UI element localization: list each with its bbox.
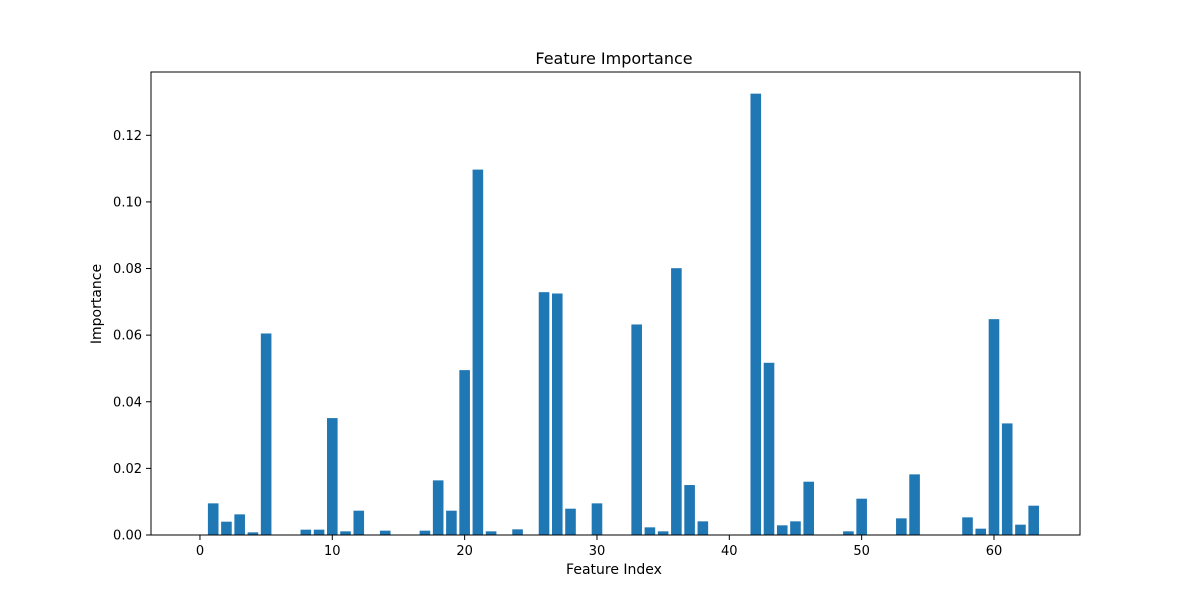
x-tick-label: 20 xyxy=(456,544,473,559)
bar-feature-19 xyxy=(446,510,457,535)
bar-feature-4 xyxy=(247,532,259,535)
bar-feature-54 xyxy=(909,474,920,535)
bar-feature-60 xyxy=(988,319,1000,535)
bar-feature-11 xyxy=(340,531,351,535)
bar-feature-28 xyxy=(565,508,576,535)
bar-feature-5 xyxy=(260,333,272,535)
bar-feature-50 xyxy=(856,498,867,535)
x-tick-label: 30 xyxy=(589,544,606,559)
bar-feature-62 xyxy=(1015,524,1026,535)
bar-feature-12 xyxy=(353,510,365,535)
x-tick-label: 50 xyxy=(853,544,870,559)
bar-feature-21 xyxy=(472,169,484,535)
bar-feature-30 xyxy=(591,503,603,535)
bar-feature-42 xyxy=(750,93,762,536)
bar-feature-9 xyxy=(313,529,325,535)
y-axis-ticks: 0.00 0.02 0.04 0.06 0.08 0.10 0.12 xyxy=(113,129,151,544)
x-axis-ticks: 0 10 20 30 40 50 60 xyxy=(196,535,1002,559)
bar-feature-10 xyxy=(327,418,338,535)
bar-feature-27 xyxy=(551,293,563,535)
bar-feature-53 xyxy=(896,518,907,535)
bar-feature-22 xyxy=(485,531,497,535)
bar-feature-3 xyxy=(234,514,245,535)
y-tick-label: 0.06 xyxy=(113,329,142,344)
bars-group xyxy=(207,93,1039,536)
bar-feature-46 xyxy=(803,481,815,535)
bar-feature-26 xyxy=(538,292,550,535)
bar-feature-37 xyxy=(684,485,695,535)
chart-title: Feature Importance xyxy=(535,49,692,68)
bar-feature-63 xyxy=(1028,505,1039,535)
x-tick-label: 40 xyxy=(721,544,738,559)
x-tick-label: 60 xyxy=(986,544,1003,559)
y-tick-label: 0.04 xyxy=(113,395,142,410)
bar-feature-36 xyxy=(671,268,682,535)
bar-feature-58 xyxy=(962,517,973,535)
bar-feature-33 xyxy=(631,324,642,535)
bar-feature-2 xyxy=(221,521,232,535)
bar-feature-34 xyxy=(644,527,656,535)
x-axis-label: Feature Index xyxy=(566,562,662,578)
y-axis-label: Importance xyxy=(89,264,105,344)
bar-feature-8 xyxy=(300,529,312,535)
y-tick-label: 0.00 xyxy=(113,529,142,544)
bar-feature-59 xyxy=(975,528,987,535)
bar-feature-43 xyxy=(763,362,775,535)
bar-feature-61 xyxy=(1001,423,1013,535)
y-tick-label: 0.12 xyxy=(113,129,142,144)
y-tick-label: 0.10 xyxy=(113,195,142,210)
bar-feature-17 xyxy=(419,530,431,535)
bar-feature-44 xyxy=(776,525,788,535)
bar-feature-14 xyxy=(379,530,391,535)
bar-feature-49 xyxy=(843,531,854,535)
bar-feature-45 xyxy=(790,521,801,535)
y-tick-label: 0.08 xyxy=(113,262,142,277)
y-tick-label: 0.02 xyxy=(113,462,142,477)
bar-feature-24 xyxy=(512,529,523,535)
bar-feature-1 xyxy=(207,503,219,535)
x-tick-label: 0 xyxy=(196,544,204,559)
bar-feature-35 xyxy=(657,531,669,535)
bar-feature-20 xyxy=(459,370,470,535)
bar-feature-18 xyxy=(432,480,444,535)
plot-frame xyxy=(150,71,1081,536)
bar-feature-38 xyxy=(697,521,709,535)
x-tick-label: 10 xyxy=(324,544,341,559)
